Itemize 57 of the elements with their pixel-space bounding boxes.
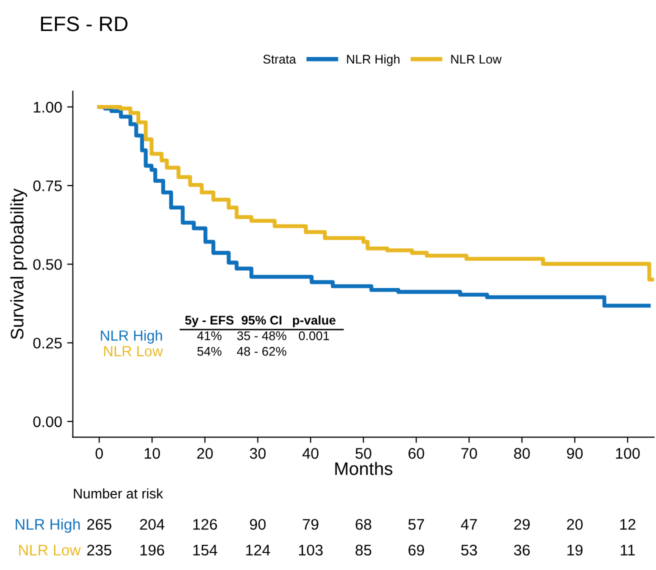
data-label: 265 <box>87 518 112 530</box>
x-tick-label: 90 <box>566 448 583 459</box>
data-label: 103 <box>299 544 323 556</box>
text: NLR High <box>100 330 162 344</box>
data-label: 126 <box>193 518 217 530</box>
annotation: 54% <box>197 346 222 356</box>
data-label: 90 <box>250 518 266 530</box>
x-tick-label: 20 <box>197 448 213 459</box>
y-tick-label: 0.50 <box>33 259 62 270</box>
data-label: 68 <box>356 518 372 530</box>
data-label: 20 <box>567 518 583 530</box>
chart-title: EFS - RD <box>41 16 128 32</box>
x-tick-label: 40 <box>302 448 318 459</box>
data-label: 124 <box>246 544 270 556</box>
y-tick-label: 1.00 <box>34 102 62 113</box>
data-label: 69 <box>408 544 424 556</box>
data-label: 47 <box>460 519 477 530</box>
x-tick-label: 80 <box>514 448 530 459</box>
data-label: 29 <box>514 518 530 530</box>
x-tick-label: 60 <box>408 448 424 459</box>
y-tick-label: NLR High <box>16 518 80 533</box>
annotation: p-value <box>292 315 336 328</box>
y-tick-label: 0.25 <box>33 338 62 349</box>
data-label: 154 <box>193 544 218 556</box>
data-label: 36 <box>514 544 530 556</box>
annotation: 5y - EFS <box>185 316 234 328</box>
x-tick-label: 0 <box>96 448 103 459</box>
y-tick-label: NLR Low <box>19 544 81 556</box>
annotation: 48 - 62% <box>236 346 286 356</box>
data-label: 235 <box>87 544 112 556</box>
data-label: 79 <box>302 518 318 530</box>
data-label: 85 <box>356 544 372 556</box>
y-axis-title: Survival probability <box>10 188 28 340</box>
x-tick-label: 30 <box>250 448 266 459</box>
annotation: 41% <box>197 331 222 340</box>
x-tick-label: 100 <box>616 448 640 459</box>
chart-title: Number at risk <box>74 488 164 499</box>
data-label: 196 <box>140 544 164 556</box>
data-label: 53 <box>461 544 477 556</box>
legend-label: NLR High <box>347 54 400 66</box>
data-label: 12 <box>620 518 636 530</box>
x-tick-label: 10 <box>144 448 160 459</box>
y-tick-label: 0.75 <box>33 180 62 192</box>
data-label: 57 <box>408 519 424 530</box>
y-tick-label: 0.00 <box>33 416 62 428</box>
data-label: 11 <box>620 544 635 556</box>
x-tick-label: 70 <box>461 448 477 459</box>
annotation: 0.001 <box>298 331 330 340</box>
x-axis-title: Months <box>335 462 392 476</box>
legend-title: Strata <box>263 54 296 64</box>
annotation: 95% CI <box>242 316 282 325</box>
annotation: 35 - 48% <box>237 331 286 340</box>
legend-label: NLR Low <box>451 54 502 64</box>
data-label: 204 <box>140 518 164 530</box>
x-tick-label: 50 <box>356 448 372 459</box>
text: NLR Low <box>104 346 163 356</box>
data-label: 19 <box>567 544 583 556</box>
